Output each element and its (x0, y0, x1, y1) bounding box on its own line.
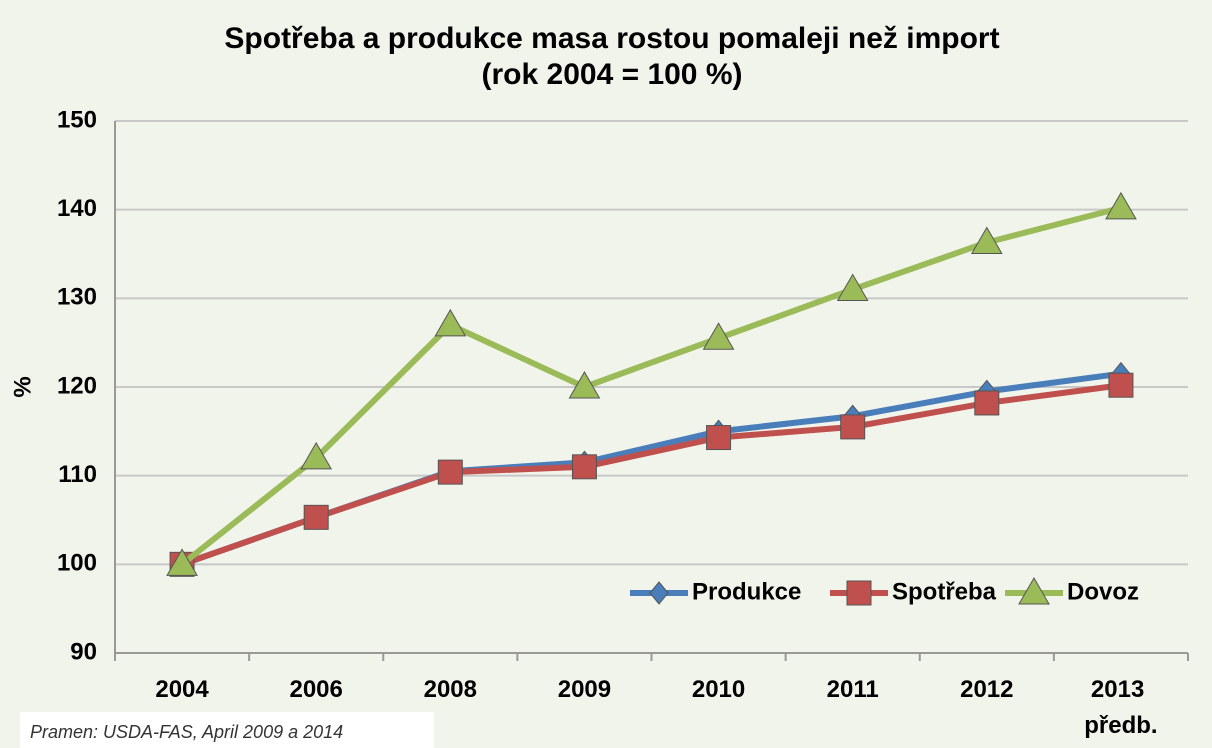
x-tick-line: 2013 (1091, 676, 1151, 703)
x-tick-label: 2010 (692, 676, 745, 703)
marker (836, 273, 869, 301)
y-tick-label: 90 (70, 638, 97, 665)
chart-title: Spotřeba a produkce masa rostou pomaleji… (224, 22, 999, 55)
marker (1018, 576, 1050, 605)
marker (568, 370, 601, 399)
x-tick-label: 2012 (960, 676, 1013, 703)
marker (1108, 372, 1134, 398)
x-tick-line: 2006 (289, 676, 342, 703)
x-tick-line: 2010 (692, 676, 745, 703)
x-tick-label: 2008 (424, 676, 477, 703)
legend-label: Produkce (692, 578, 801, 605)
marker (702, 322, 735, 350)
y-tick-label: 100 (57, 550, 97, 577)
x-tick-label: 2004 (155, 676, 209, 703)
marker (300, 441, 333, 470)
x-tick-line: 2008 (424, 676, 477, 703)
y-tick-label: 140 (57, 195, 97, 222)
legend-label: Spotřeba (892, 578, 997, 605)
y-axis-label: % (9, 376, 36, 397)
y-tick-label: 120 (57, 372, 97, 399)
source-box (20, 712, 434, 748)
source: Pramen: USDA-FAS, April 2009 a 2014 (30, 722, 343, 742)
x-tick-label: 2009 (558, 676, 611, 703)
x-tick-label: 2006 (289, 676, 342, 703)
x-tick-line: 2009 (558, 676, 611, 703)
x-tick-line: předb. (1084, 712, 1157, 739)
marker (571, 454, 597, 480)
series-line (180, 204, 1122, 567)
x-tick-label: 2011 (827, 676, 879, 703)
x-tick-line: 2012 (960, 676, 1013, 703)
marker (437, 459, 463, 485)
y-tick-label: 150 (57, 106, 97, 133)
marker (840, 414, 866, 440)
marker (166, 548, 198, 576)
marker (434, 308, 467, 337)
marker (970, 226, 1003, 254)
marker (649, 581, 669, 605)
x-tick-line: 2011 (827, 676, 879, 703)
y-tick-label: 130 (57, 284, 97, 311)
x-tick-label: 2013 předb. (1084, 676, 1157, 739)
marker (846, 580, 872, 606)
marker (303, 504, 329, 530)
chart-subtitle: (rok 2004 = 100 %) (482, 58, 743, 91)
y-tick-label: 110 (58, 461, 97, 488)
marker (1105, 191, 1137, 220)
x-tick-line: 2004 (155, 676, 209, 703)
marker (706, 425, 732, 451)
marker (974, 390, 1000, 416)
legend-label: Dovoz (1067, 578, 1139, 605)
series-line (181, 382, 1122, 568)
